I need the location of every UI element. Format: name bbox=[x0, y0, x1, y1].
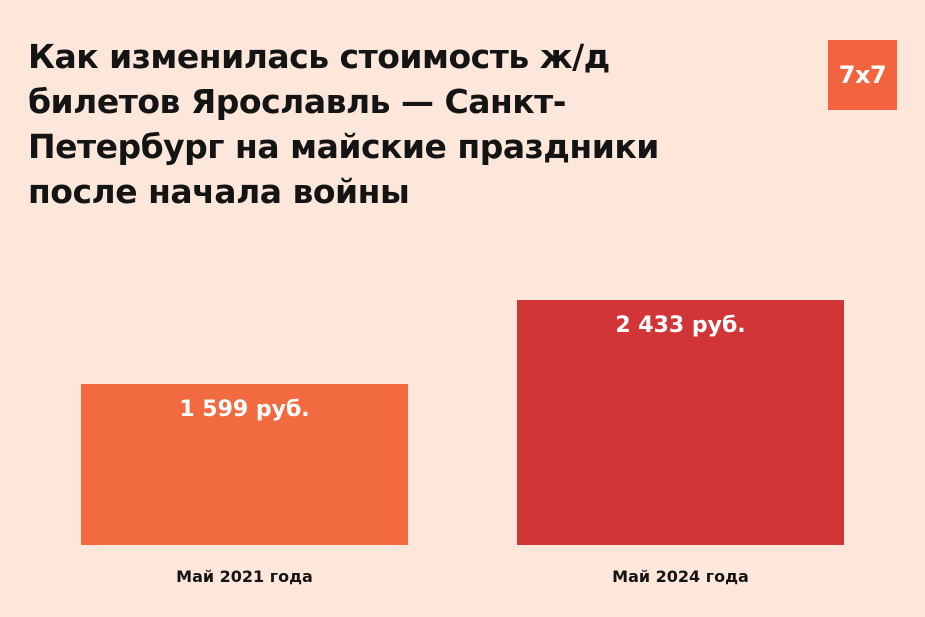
category-label: Май 2024 года bbox=[612, 567, 749, 586]
bar-value-label: 2 433 руб. bbox=[615, 313, 745, 338]
bar-2 bbox=[517, 300, 844, 545]
category-label: Май 2021 года bbox=[176, 567, 313, 586]
bar-1 bbox=[81, 383, 408, 545]
chart-title: Как изменилась стоимость ж/д билетов Яро… bbox=[28, 37, 659, 211]
brand-logo: 7x7 bbox=[828, 40, 897, 110]
bar-value-label: 1 599 руб. bbox=[179, 397, 309, 422]
